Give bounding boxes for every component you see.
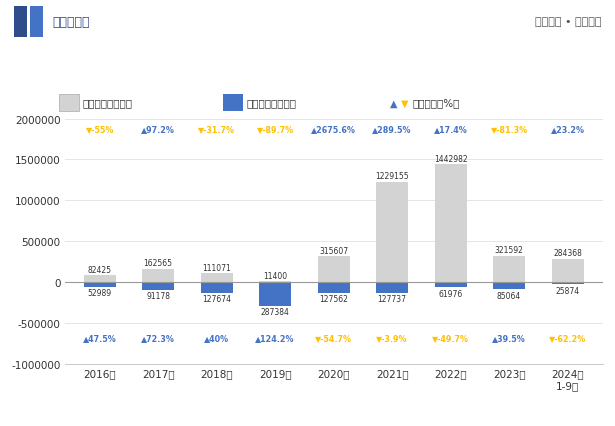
Text: 82425: 82425 — [88, 265, 112, 274]
Bar — [14, 7, 27, 38]
Text: 287384: 287384 — [261, 308, 290, 317]
Text: 321592: 321592 — [494, 246, 523, 255]
Bar — [493, 282, 525, 290]
Text: 91178: 91178 — [146, 291, 170, 300]
Text: ▲97.2%: ▲97.2% — [141, 124, 175, 134]
Text: 2016-2024年9月珠海横琴新区(境内目的地/货源地)进、出口额: 2016-2024年9月珠海横琴新区(境内目的地/货源地)进、出口额 — [151, 60, 464, 75]
Bar — [493, 256, 525, 282]
Text: 专业严谨 • 客观科学: 专业严谨 • 客观科学 — [535, 17, 601, 27]
Text: ▲47.5%: ▲47.5% — [83, 334, 117, 343]
Bar — [376, 282, 408, 293]
Text: 11400: 11400 — [263, 271, 287, 280]
Text: www.huaon.com: www.huaon.com — [15, 405, 101, 415]
Text: 25874: 25874 — [555, 286, 580, 295]
Text: ▼-81.3%: ▼-81.3% — [491, 124, 528, 134]
Bar — [200, 282, 232, 293]
Bar — [59, 95, 79, 112]
Bar — [142, 282, 174, 290]
Text: ▲2675.6%: ▲2675.6% — [311, 124, 356, 134]
Bar — [376, 182, 408, 282]
Bar — [317, 257, 350, 282]
Text: ▼-54.7%: ▼-54.7% — [315, 334, 352, 343]
Text: 162565: 162565 — [144, 259, 173, 268]
Bar — [435, 165, 467, 282]
Text: ▼-49.7%: ▼-49.7% — [432, 334, 469, 343]
Text: 85064: 85064 — [497, 291, 522, 300]
Text: 127674: 127674 — [202, 294, 231, 303]
Bar — [259, 282, 292, 306]
Text: ▼-31.7%: ▼-31.7% — [198, 124, 235, 134]
Bar — [317, 282, 350, 293]
Text: 127737: 127737 — [378, 294, 407, 303]
Text: ▲40%: ▲40% — [204, 334, 229, 343]
Text: 1229155: 1229155 — [375, 172, 409, 181]
Bar — [435, 282, 467, 288]
Text: ▲: ▲ — [390, 98, 397, 108]
Text: 127562: 127562 — [319, 294, 348, 303]
Text: 1442982: 1442982 — [434, 154, 467, 163]
Text: ▼: ▼ — [402, 98, 409, 108]
Text: ▼-3.9%: ▼-3.9% — [376, 334, 408, 343]
Text: ▼-55%: ▼-55% — [85, 124, 114, 134]
Text: 华经情报网: 华经情报网 — [52, 16, 90, 29]
Text: 61976: 61976 — [438, 289, 462, 298]
Bar — [84, 276, 116, 282]
Bar — [84, 282, 116, 287]
Text: ▲72.3%: ▲72.3% — [141, 334, 175, 343]
Text: 315607: 315607 — [319, 246, 348, 255]
Text: ▲289.5%: ▲289.5% — [372, 124, 412, 134]
Bar — [30, 7, 43, 38]
Text: 同比增长（%）: 同比增长（%） — [413, 98, 460, 108]
Text: ▲17.4%: ▲17.4% — [434, 124, 467, 134]
Text: ▲124.2%: ▲124.2% — [255, 334, 295, 343]
Bar — [142, 269, 174, 282]
Bar — [552, 282, 584, 285]
Text: ▲23.2%: ▲23.2% — [550, 124, 585, 134]
Text: 52989: 52989 — [87, 288, 112, 297]
Bar — [200, 273, 232, 282]
Text: 出口额（千美元）: 出口额（千美元） — [83, 98, 133, 108]
Text: ▼-89.7%: ▼-89.7% — [256, 124, 294, 134]
Text: ▼-62.2%: ▼-62.2% — [549, 334, 586, 343]
Text: 284368: 284368 — [553, 249, 582, 258]
Text: 111071: 111071 — [202, 263, 231, 272]
Text: ▲39.5%: ▲39.5% — [492, 334, 526, 343]
Bar — [552, 259, 584, 282]
Bar — [223, 95, 243, 112]
Text: 数据来源：中国海关；华经产业研究院整理: 数据来源：中国海关；华经产业研究院整理 — [481, 405, 600, 415]
Text: 进口额（千美元）: 进口额（千美元） — [247, 98, 297, 108]
